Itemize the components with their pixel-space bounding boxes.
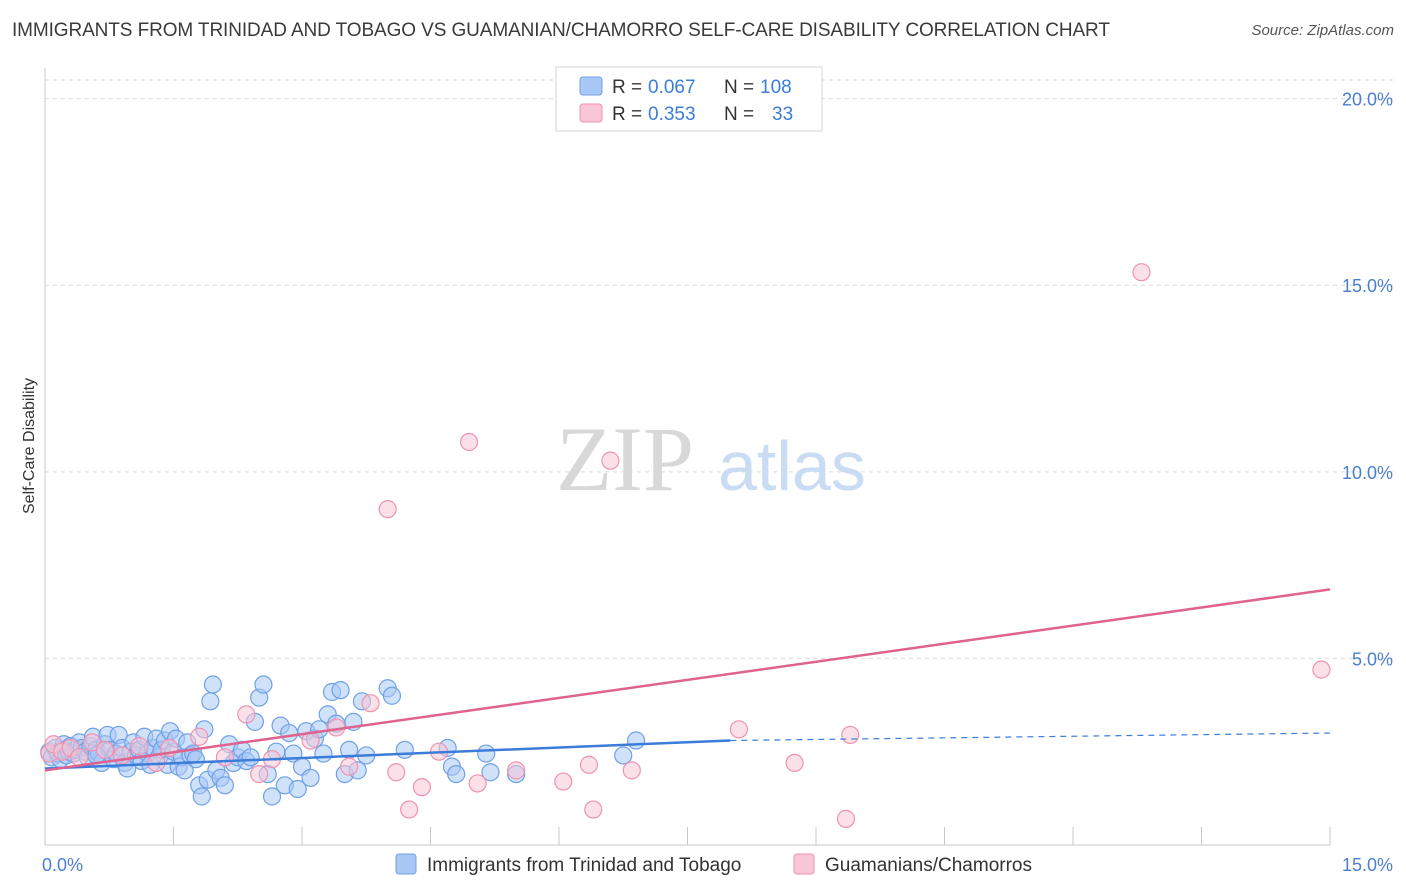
legend: R = 0.067 N = 108 R = 0.353 N = 33 <box>555 66 823 132</box>
trend-line-blue-extension <box>730 732 1331 742</box>
data-point-pink <box>215 748 234 767</box>
legend-r-label-1: R = <box>612 77 642 98</box>
data-point-blue <box>447 764 466 784</box>
data-point-blue <box>192 787 211 806</box>
data-point-blue <box>382 686 402 705</box>
data-point-pink <box>579 755 599 774</box>
legend-r-label-2: R = <box>612 104 642 125</box>
data-point-pink <box>554 772 573 791</box>
y-tick-label: 5.0% <box>1352 649 1393 669</box>
data-point-pink <box>836 809 856 828</box>
watermark-atlas: atlas <box>718 427 866 505</box>
data-point-pink <box>841 725 860 745</box>
legend-swatch-pink <box>579 103 603 123</box>
data-point-blue <box>215 776 234 795</box>
legend-n-label-2: N = <box>724 104 754 125</box>
bottom-legend-swatch-blue <box>395 853 417 875</box>
data-point-pink <box>584 800 603 819</box>
series-blue-points <box>40 675 646 806</box>
data-point-pink <box>507 761 526 780</box>
bottom-legend: Immigrants from Trinidad and Tobago Guam… <box>395 853 1032 876</box>
x-tick-label: 0.0% <box>42 855 83 875</box>
data-point-blue <box>614 746 633 765</box>
data-point-pink <box>95 740 115 759</box>
data-point-pink <box>601 451 620 470</box>
legend-n-label-1: N = <box>724 77 754 98</box>
data-point-blue <box>262 787 282 806</box>
data-point-blue <box>186 750 205 769</box>
data-point-blue <box>395 740 414 759</box>
data-point-pink <box>1312 660 1331 679</box>
data-point-pink <box>190 727 209 746</box>
data-point-pink <box>378 500 397 519</box>
data-point-pink <box>468 774 487 793</box>
data-point-pink <box>622 761 641 780</box>
bottom-legend-label-pink: Guamanians/Chamorros <box>825 855 1032 876</box>
data-point-blue <box>477 744 496 763</box>
data-point-blue <box>280 723 299 743</box>
data-point-pink <box>237 705 256 724</box>
bottom-legend-label-blue: Immigrants from Trinidad and Tobago <box>427 855 741 876</box>
data-point-blue <box>254 675 273 694</box>
y-tick-label: 20.0% <box>1342 90 1393 110</box>
legend-n-value-2: 33 <box>772 104 793 125</box>
data-point-blue <box>288 779 307 799</box>
data-point-blue <box>626 731 646 750</box>
data-point-pink <box>459 432 479 452</box>
legend-n-value-1: 108 <box>760 77 792 98</box>
watermark-zip: ZIP <box>556 408 694 510</box>
trend-line-pink <box>44 588 1331 772</box>
bottom-legend-swatch-pink <box>793 853 815 875</box>
data-point-blue <box>241 748 260 767</box>
trend-line-blue <box>44 739 731 770</box>
data-point-pink <box>412 778 432 797</box>
legend-swatch-blue <box>579 76 603 96</box>
data-point-blue <box>314 744 333 763</box>
data-point-pink <box>130 737 149 756</box>
legend-r-value-2: 0.353 <box>648 104 696 125</box>
data-point-pink <box>785 753 804 773</box>
data-point-pink <box>70 748 89 767</box>
data-point-pink <box>361 694 380 713</box>
axes: 5.0% 10.0% 15.0% 20.0% 0.0% 15.0% <box>42 68 1393 875</box>
y-tick-label: 15.0% <box>1342 276 1393 296</box>
legend-r-value-1: 0.067 <box>648 77 696 98</box>
data-point-pink <box>729 720 749 739</box>
data-point-pink <box>340 757 359 776</box>
data-point-pink <box>387 763 406 782</box>
data-point-pink <box>250 764 269 784</box>
watermark: ZIP atlas <box>556 408 866 510</box>
chart-title: IMMIGRANTS FROM TRINIDAD AND TOBAGO VS G… <box>12 20 1110 41</box>
data-point-blue <box>203 675 223 694</box>
grid-lines <box>45 79 1395 659</box>
data-point-blue <box>481 763 500 782</box>
data-point-blue <box>201 692 220 711</box>
data-point-pink <box>1132 263 1151 282</box>
data-point-blue <box>301 768 320 787</box>
y-tick-label: 10.0% <box>1342 463 1393 483</box>
data-point-pink <box>399 800 419 819</box>
data-point-blue <box>331 681 350 700</box>
x-tick-label: 15.0% <box>1342 855 1393 875</box>
source-label: Source: ZipAtlas.com <box>1251 22 1394 39</box>
trend-lines <box>44 588 1331 772</box>
series-pink-points <box>40 263 1331 828</box>
